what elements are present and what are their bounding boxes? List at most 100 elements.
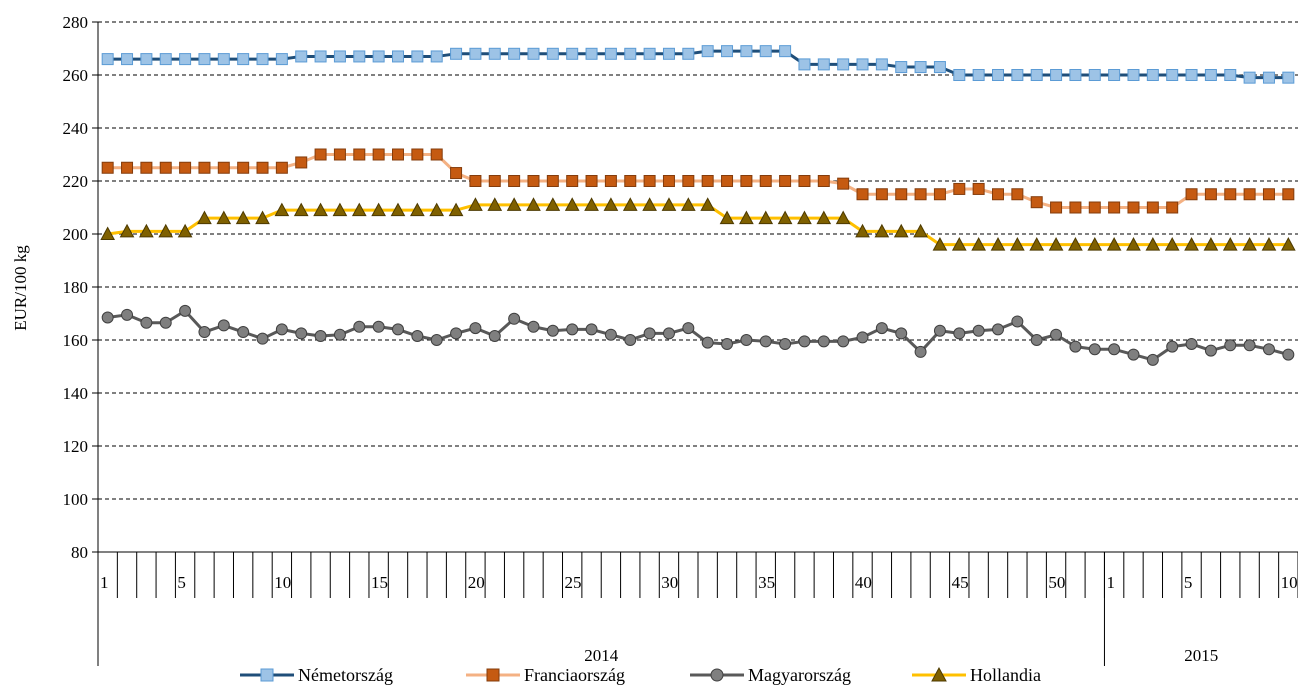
data-point [353, 148, 366, 161]
data-point [450, 327, 463, 340]
data-point [837, 58, 850, 71]
y-tick-label: 260 [63, 66, 89, 85]
data-point [275, 53, 288, 66]
grid-lines [98, 21, 1298, 500]
data-point [372, 320, 385, 333]
axes [97, 22, 1298, 553]
data-point [314, 50, 327, 63]
data-point [816, 210, 832, 225]
data-point [682, 47, 695, 60]
data-point [101, 311, 114, 324]
data-point [1087, 237, 1103, 251]
data-point [835, 210, 851, 225]
data-point [101, 161, 114, 174]
data-point [837, 335, 850, 348]
data-point [1262, 71, 1275, 84]
data-point [179, 161, 192, 174]
data-point [953, 182, 966, 195]
data-point [914, 188, 927, 201]
data-point [121, 161, 134, 174]
data-point [643, 327, 656, 340]
data-point [1048, 237, 1064, 251]
data-point [624, 47, 637, 60]
x-tick-label: 40 [855, 573, 872, 592]
data-point [914, 61, 927, 74]
data-point [584, 197, 599, 211]
data-point [508, 175, 521, 187]
data-point [1127, 201, 1140, 214]
data-point [1050, 69, 1063, 81]
data-point [662, 327, 675, 340]
data-point [1088, 343, 1101, 356]
data-point [893, 223, 909, 238]
data-point [710, 668, 724, 682]
data-point [1126, 237, 1141, 251]
legend-item: Hollandia [912, 665, 1041, 685]
data-point [256, 332, 269, 345]
data-point [314, 148, 327, 161]
data-point [992, 69, 1004, 81]
data-point [759, 175, 772, 187]
data-point [662, 47, 675, 60]
data-point [1262, 343, 1275, 356]
data-point [914, 345, 927, 358]
data-point [217, 161, 230, 174]
data-point [643, 47, 656, 60]
data-point [779, 45, 792, 58]
data-point [217, 319, 230, 332]
x-tick-label: 45 [952, 573, 969, 592]
data-point [546, 324, 559, 337]
data-point [1204, 69, 1217, 81]
data-point [1088, 69, 1101, 81]
data-point [721, 175, 734, 187]
data-point [119, 223, 135, 238]
data-point [1010, 237, 1025, 251]
data-point [856, 58, 869, 71]
data-point [913, 223, 928, 238]
y-axis-ticks: 80 100 120 140 160 180 200 220 240 260 280 [63, 13, 98, 562]
data-point [1185, 69, 1198, 81]
data-point [1108, 343, 1121, 356]
data-point [875, 58, 888, 71]
data-point [390, 202, 406, 217]
data-point [1011, 315, 1024, 328]
data-point [450, 47, 463, 60]
data-point [1166, 69, 1179, 81]
data-point [527, 175, 540, 187]
data-point [1185, 188, 1198, 201]
legend-label: Magyarország [748, 665, 851, 685]
data-point [643, 175, 656, 187]
data-point [1166, 201, 1179, 214]
data-point [1166, 340, 1179, 353]
data-point [274, 202, 290, 217]
data-point [1069, 340, 1082, 353]
legend-label: Hollandia [970, 665, 1041, 685]
data-point [392, 148, 404, 161]
data-point [372, 50, 385, 63]
data-point [198, 53, 211, 66]
data-point [604, 175, 617, 187]
data-point [759, 45, 772, 58]
data-point [972, 69, 985, 81]
x-tick-label: 1 [1106, 573, 1115, 592]
data-point [682, 322, 695, 335]
data-point [1282, 348, 1295, 361]
data-point [779, 337, 792, 350]
data-point [1203, 237, 1219, 251]
data-point [140, 53, 153, 66]
data-point [719, 210, 735, 225]
data-point [721, 45, 734, 58]
data-point [101, 53, 114, 66]
series-1 [101, 45, 1295, 84]
data-point [159, 53, 172, 66]
data-point [353, 320, 366, 333]
data-point [874, 223, 890, 238]
data-point [798, 335, 811, 348]
data-point [817, 175, 830, 187]
data-point [798, 58, 811, 71]
data-point [895, 327, 908, 340]
data-point [622, 197, 638, 211]
data-point [680, 197, 696, 211]
data-point [1108, 201, 1121, 214]
